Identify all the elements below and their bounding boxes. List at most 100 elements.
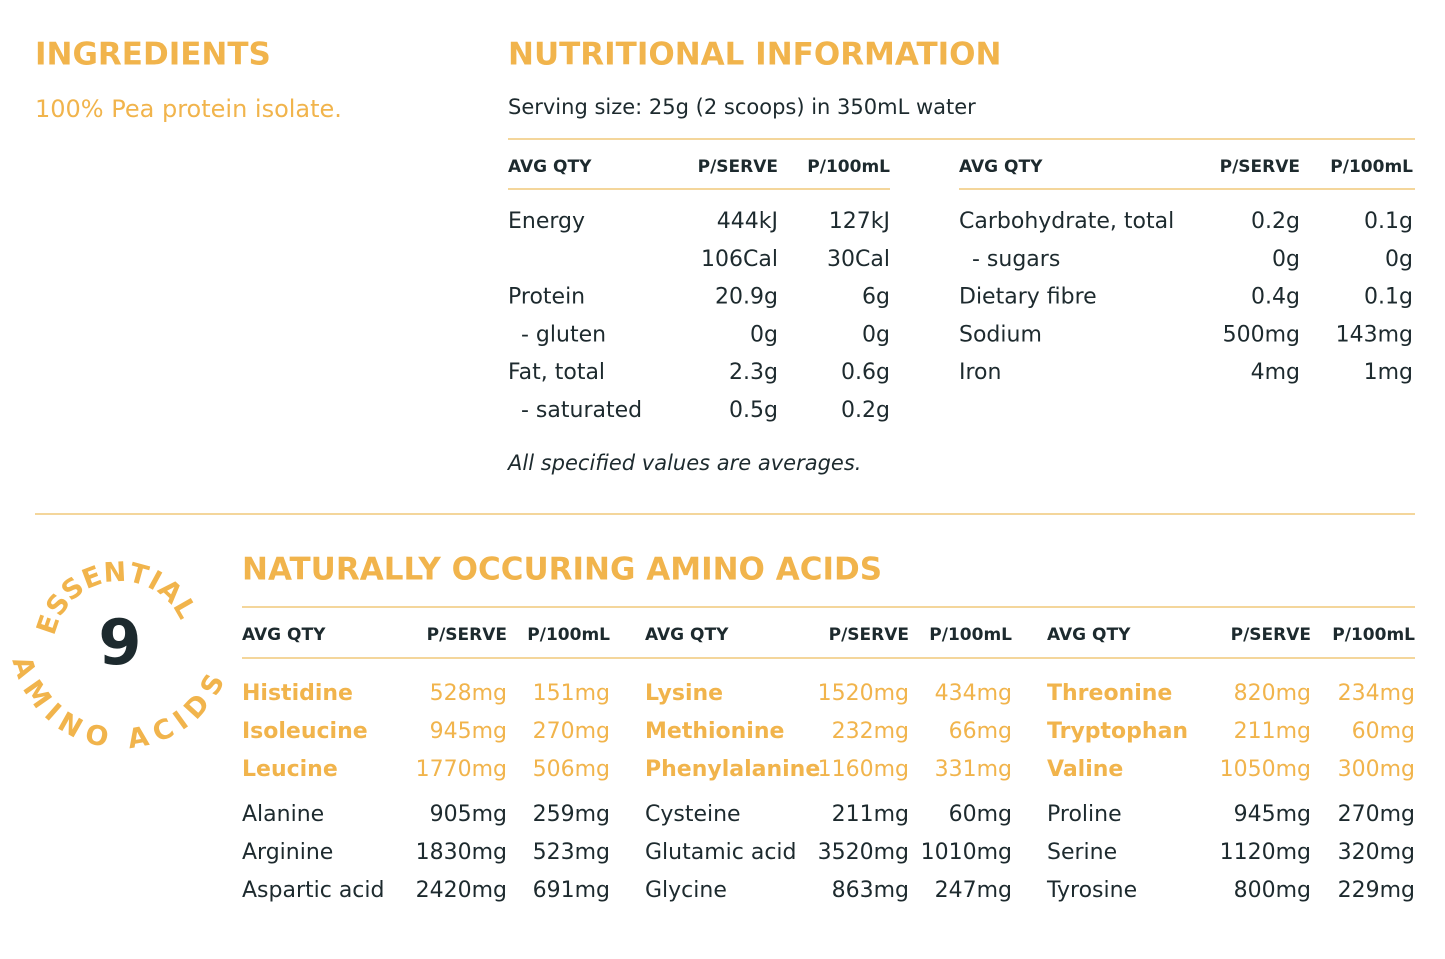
per-serve: 106Cal [701,247,778,272]
column-header: P/100mL [1332,625,1415,645]
per-100ml: 0g [862,322,890,347]
per-100ml: 127kJ [829,209,890,234]
per-100ml: 143mg [1336,322,1413,347]
per-100ml: 270mg [533,719,610,744]
column-header: AVG QTY [645,625,729,645]
serving-size: Serving size: 25g (2 scoops) in 350mL wa… [508,95,976,119]
essential-amino-name: Leucine [242,757,338,782]
per-100ml: 0g [1385,247,1413,272]
per-100ml: 30Cal [827,247,890,272]
ingredients-text: 100% Pea protein isolate. [35,95,342,123]
amino-name: Glutamic acid [645,840,797,865]
amino-title: NATURALLY OCCURING AMINO ACIDS [242,552,882,588]
row-label: Dietary fibre [959,285,1097,310]
per-serve: 528mg [430,681,507,706]
per-serve: 0.4g [1251,285,1300,310]
column-header: P/SERVE [829,625,909,645]
essential-amino-name: Tryptophan [1047,719,1188,744]
per-100ml: 320mg [1338,840,1415,865]
per-serve: 232mg [832,719,909,744]
amino-name: Arginine [242,840,333,865]
per-100ml: 0.6g [841,360,890,385]
column-header: P/100mL [1330,157,1413,177]
per-serve: 1160mg [818,757,909,782]
per-serve: 2.3g [729,360,778,385]
column-header: P/SERVE [1231,625,1311,645]
per-serve: 4mg [1251,360,1300,385]
per-100ml: 331mg [935,757,1012,782]
row-label: - gluten [521,322,606,347]
essential-amino-name: Histidine [242,681,353,706]
amino-name: Serine [1047,840,1117,865]
per-100ml: 60mg [949,802,1012,827]
essential-amino-name: Threonine [1047,681,1172,706]
per-100ml: 523mg [533,840,610,865]
essential-amino-name: Phenylalanine [645,757,820,782]
per-100ml: 0.1g [1364,209,1413,234]
column-header: AVG QTY [508,157,592,177]
per-100ml: 234mg [1338,681,1415,706]
row-label: - sugars [972,247,1060,272]
per-serve: 905mg [430,802,507,827]
per-serve: 211mg [832,802,909,827]
row-label: Sodium [959,322,1042,347]
per-serve: 3520mg [818,840,909,865]
per-serve: 863mg [832,878,909,903]
per-100ml: 151mg [533,681,610,706]
per-100ml: 247mg [935,878,1012,903]
column-header: P/SERVE [1220,157,1300,177]
per-100ml: 434mg [935,681,1012,706]
row-label: Iron [959,360,1001,385]
amino-name: Tyrosine [1046,878,1137,903]
per-100ml: 506mg [533,757,610,782]
per-100ml: 691mg [533,878,610,903]
column-header: P/SERVE [427,625,507,645]
essential-amino-name: Lysine [645,681,723,706]
per-serve: 0.2g [1251,209,1300,234]
essential-amino-name: Valine [1047,757,1123,782]
amino-name: Glycine [645,878,727,903]
per-serve: 1050mg [1220,757,1311,782]
per-serve: 1520mg [818,681,909,706]
row-label: Protein [508,285,585,310]
row-label: Carbohydrate, total [959,209,1174,234]
per-serve: 0g [750,322,778,347]
per-100ml: 0.1g [1364,285,1413,310]
column-header: P/SERVE [698,157,778,177]
per-serve: 1770mg [416,757,507,782]
per-100ml: 1mg [1364,360,1413,385]
essential-amino-name: Methionine [645,719,784,744]
column-header: P/100mL [527,625,610,645]
amino-name: Cysteine [645,802,741,827]
per-serve: 0.5g [729,398,778,423]
row-label: Fat, total [508,360,605,385]
column-header: P/100mL [929,625,1012,645]
column-header: P/100mL [807,157,890,177]
amino-name: Proline [1047,802,1122,827]
per-100ml: 0.2g [841,398,890,423]
per-100ml: 6g [862,285,890,310]
nutrition-title: NUTRITIONAL INFORMATION [508,37,1001,73]
per-serve: 500mg [1223,322,1300,347]
essential-amino-name: Isoleucine [242,719,368,744]
column-header: AVG QTY [242,625,326,645]
per-serve: 211mg [1234,719,1311,744]
per-serve: 945mg [1234,802,1311,827]
column-header: AVG QTY [1047,625,1131,645]
per-100ml: 259mg [533,802,610,827]
per-serve: 820mg [1234,681,1311,706]
badge-number: 9 [98,606,141,679]
per-serve: 800mg [1234,878,1311,903]
per-100ml: 270mg [1338,802,1415,827]
per-100ml: 66mg [949,719,1012,744]
ingredients-title: INGREDIENTS [35,37,271,73]
per-serve: 2420mg [416,878,507,903]
per-serve: 1120mg [1220,840,1311,865]
row-label: Energy [508,209,585,234]
column-header: AVG QTY [959,157,1043,177]
per-100ml: 229mg [1338,878,1415,903]
per-serve: 1830mg [416,840,507,865]
amino-name: Aspartic acid [242,878,384,903]
per-serve: 945mg [430,719,507,744]
